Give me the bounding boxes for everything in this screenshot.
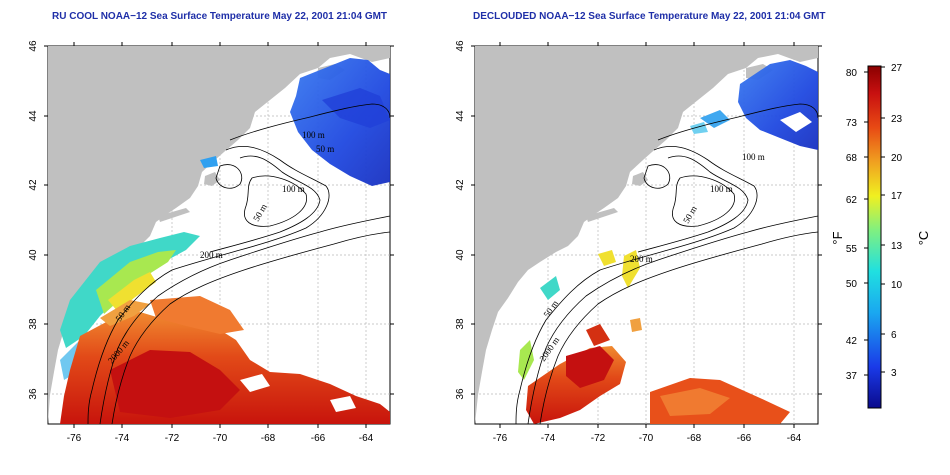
left-contour-label: 200 m [200, 250, 223, 260]
colorbar-f-tick: 68 [846, 153, 858, 164]
left-lon-tick: -66 [311, 433, 326, 444]
colorbar-fahrenheit-label: °F [830, 231, 845, 244]
right-lat-tick: 38 [455, 318, 466, 330]
left-lat-tick: 36 [28, 388, 39, 400]
right-contour-label: 100 m [710, 184, 733, 194]
left-lat-tick: 38 [28, 318, 39, 330]
left-map-panel: 50 m 100 m 50 m 100 m 200 m 50 m 2000 m [28, 40, 394, 444]
colorbar-f-tick: 42 [846, 336, 858, 347]
right-lon-tick: -76 [493, 433, 508, 444]
left-lat-tick: 46 [28, 40, 39, 52]
colorbar-celsius-label: °C [916, 231, 931, 246]
right-lat-tick: 46 [455, 40, 466, 52]
colorbar-c-tick: 20 [891, 153, 903, 164]
left-contour-label: 50 m [316, 144, 334, 154]
right-bathymetry-contours [515, 103, 818, 424]
left-land-mass [48, 46, 390, 424]
left-lat-tick: 42 [28, 179, 39, 191]
left-lon-tick: -72 [165, 433, 180, 444]
right-lon-tick: -74 [541, 433, 556, 444]
right-contour-label: 100 m [742, 152, 765, 162]
right-lat-tick: 36 [455, 388, 466, 400]
right-lon-tick: -66 [737, 433, 752, 444]
right-lon-tick: -70 [639, 433, 654, 444]
colorbar-f-tick: 80 [846, 68, 858, 79]
right-lat-tick: 42 [455, 179, 466, 191]
left-lon-tick: -76 [67, 433, 82, 444]
colorbar-f-tick: 73 [846, 118, 858, 129]
colorbar-f-tick: 55 [846, 244, 858, 255]
left-contour-label: 100 m [302, 130, 325, 140]
colorbar-c-tick: 6 [891, 330, 897, 341]
left-lon-tick: -74 [115, 433, 130, 444]
colorbar-gradient [867, 65, 882, 409]
right-map-panel: 100 m 100 m 50 m 200 m 50 m 2000 m 46 44… [455, 40, 822, 444]
right-lat-tick: 40 [455, 249, 466, 261]
colorbar-c-tick: 17 [891, 191, 903, 202]
colorbar-f-tick: 62 [846, 195, 858, 206]
colorbar-f-tick: 37 [846, 371, 858, 382]
right-map-title: DECLOUDED NOAA−12 Sea Surface Temperatur… [473, 11, 826, 22]
colorbar-c-tick: 13 [891, 241, 903, 252]
right-contour-label: 200 m [630, 254, 653, 264]
colorbar-c-tick: 23 [891, 114, 903, 125]
right-lat-tick: 44 [455, 110, 466, 122]
left-lon-tick: -70 [213, 433, 228, 444]
left-lat-tick: 40 [28, 249, 39, 261]
right-lon-tick: -72 [591, 433, 606, 444]
left-lon-tick: -68 [261, 433, 276, 444]
left-lon-tick: -64 [359, 433, 374, 444]
colorbar: 80 73 68 62 55 50 42 37 27 23 20 17 13 1… [830, 63, 931, 409]
left-bathymetry-contours [87, 103, 390, 424]
colorbar-f-tick: 50 [846, 279, 858, 290]
colorbar-c-tick: 3 [891, 368, 897, 379]
colorbar-c-tick: 27 [891, 63, 903, 74]
left-contour-label: 100 m [282, 184, 305, 194]
left-lat-tick: 44 [28, 110, 39, 122]
right-land-mass [475, 46, 818, 424]
right-lon-tick: -68 [687, 433, 702, 444]
colorbar-c-tick: 10 [891, 280, 903, 291]
right-lon-tick: -64 [787, 433, 802, 444]
left-map-title: RU COOL NOAA−12 Sea Surface Temperature … [52, 11, 388, 22]
